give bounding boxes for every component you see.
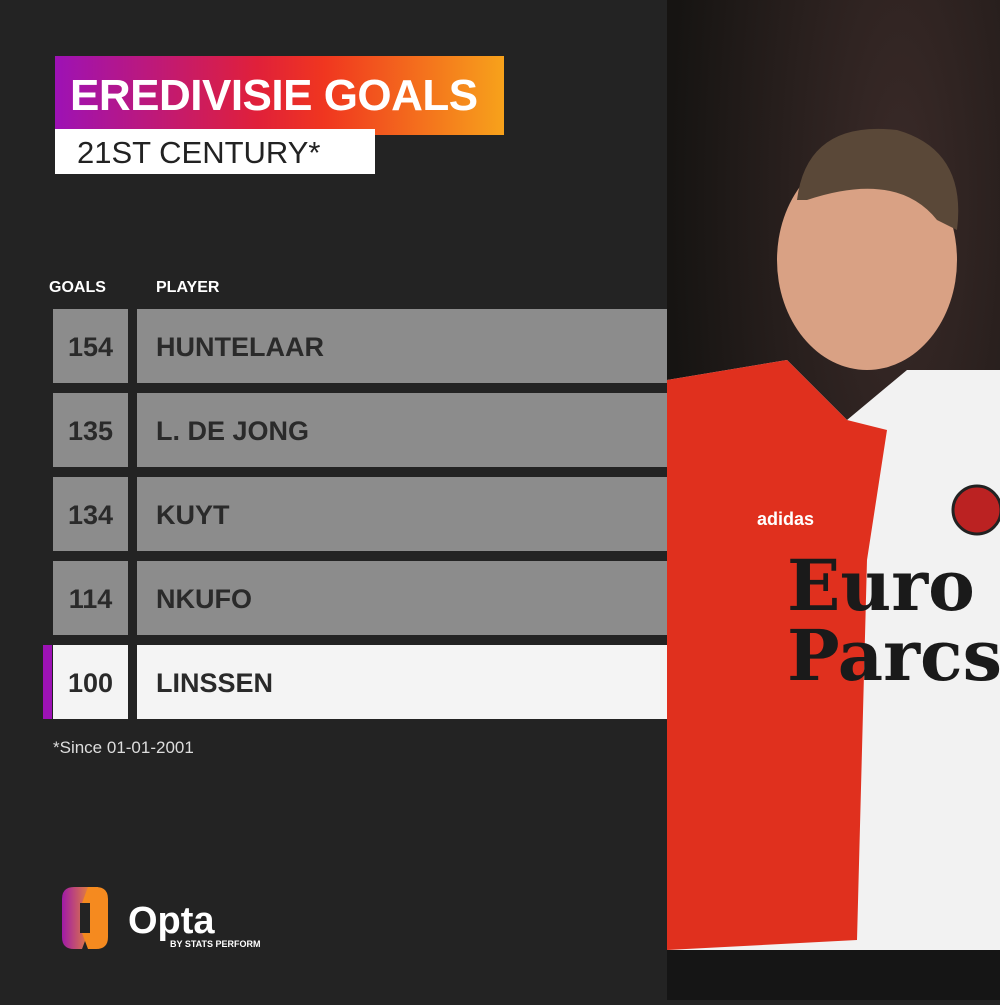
goals-cell: 100 — [53, 645, 128, 719]
goals-cell: 134 — [53, 477, 128, 551]
player-cell: LINSSEN — [137, 645, 667, 719]
table-row: 135 L. DE JONG — [53, 393, 667, 467]
table-row: 114 NKUFO — [53, 561, 667, 635]
player-cell: KUYT — [137, 477, 667, 551]
highlight-bar — [43, 645, 52, 719]
svg-text:adidas: adidas — [757, 509, 814, 529]
player-column-header: PLAYER — [156, 279, 220, 296]
subtitle-banner: 21ST CENTURY* — [55, 129, 375, 174]
player-photo: Euro Parcs adidas — [667, 0, 1000, 1000]
title-banner: EREDIVISIE GOALS — [55, 56, 504, 135]
footnote: *Since 01-01-2001 — [53, 738, 194, 757]
svg-text:Parcs: Parcs — [787, 614, 1000, 697]
opta-logo: Opta BY STATS PERFORM — [60, 885, 261, 960]
sponsor-text: Euro — [787, 544, 975, 627]
player-cell: HUNTELAAR — [137, 309, 667, 383]
player-cell: NKUFO — [137, 561, 667, 635]
svg-text:BY STATS PERFORM: BY STATS PERFORM — [170, 939, 260, 949]
table-row: 154 HUNTELAAR — [53, 309, 667, 383]
goals-cell: 135 — [53, 393, 128, 467]
table-row: 100 LINSSEN — [43, 645, 667, 719]
goals-cell: 154 — [53, 309, 128, 383]
goals-column-header: GOALS — [49, 279, 106, 296]
goals-cell: 114 — [53, 561, 128, 635]
player-cell: L. DE JONG — [137, 393, 667, 467]
table-row: 134 KUYT — [53, 477, 667, 551]
svg-text:Opta: Opta — [128, 900, 215, 942]
